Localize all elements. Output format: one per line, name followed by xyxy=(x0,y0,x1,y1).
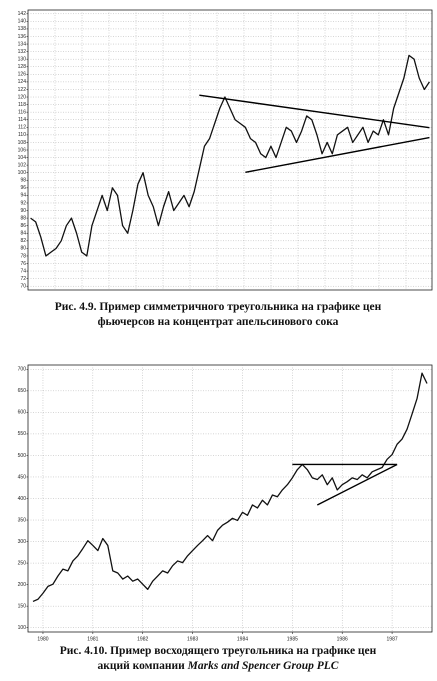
x-tick-label: 1981 xyxy=(87,636,98,642)
y-tick-label: 126 xyxy=(18,72,27,78)
y-tick-label: 74 xyxy=(20,268,26,274)
y-tick-label: 128 xyxy=(18,64,27,70)
y-tick-label: 96 xyxy=(20,185,26,191)
y-tick-label: 116 xyxy=(18,109,26,115)
y-tick-label: 500 xyxy=(18,453,27,459)
y-tick-label: 94 xyxy=(20,193,26,199)
y-tick-label: 112 xyxy=(18,125,26,131)
caption-text: акций компании xyxy=(98,660,188,672)
trend-line xyxy=(316,463,398,506)
caption-text: фьючерсов на концентрат апельсинового со… xyxy=(98,316,339,328)
y-tick-label: 86 xyxy=(20,223,26,229)
y-tick-label: 88 xyxy=(20,215,26,221)
y-tick-label: 84 xyxy=(20,231,26,237)
y-tick-label: 122 xyxy=(18,87,27,93)
trend-line xyxy=(245,136,430,174)
x-tick-label: 1984 xyxy=(237,636,248,642)
caption: Рис. 4.10. Пример восходящего треугольни… xyxy=(60,645,377,657)
y-tick-label: 104 xyxy=(18,155,27,161)
y-tick-label: 120 xyxy=(18,94,27,100)
y-tick-label: 108 xyxy=(18,140,27,146)
y-tick-label: 132 xyxy=(18,49,27,55)
y-tick-label: 80 xyxy=(20,246,26,252)
x-tick-label: 1985 xyxy=(287,636,298,642)
caption-text: Marks and Spencer Group PLC xyxy=(187,660,339,672)
caption: фьючерсов на концентрат апельсинового со… xyxy=(98,316,339,328)
y-tick-label: 78 xyxy=(20,253,26,259)
price-line xyxy=(30,54,430,257)
x-tick-label: 1987 xyxy=(387,636,398,642)
y-tick-label: 102 xyxy=(18,162,27,168)
y-tick-label: 150 xyxy=(18,603,27,609)
y-tick-label: 550 xyxy=(18,431,27,437)
y-tick-label: 98 xyxy=(20,178,26,184)
x-tick-label: 1980 xyxy=(37,636,48,642)
x-tick-label: 1983 xyxy=(187,636,198,642)
x-tick-label: 1982 xyxy=(137,636,148,642)
y-tick-label: 100 xyxy=(18,170,27,176)
y-tick-label: 114 xyxy=(18,117,26,123)
y-tick-label: 350 xyxy=(18,517,27,523)
trend-line xyxy=(199,94,430,129)
price-line xyxy=(32,372,428,603)
y-tick-label: 450 xyxy=(18,474,27,480)
y-tick-label: 118 xyxy=(18,102,26,108)
y-tick-label: 110 xyxy=(18,132,26,138)
y-tick-label: 106 xyxy=(18,147,27,153)
y-tick-label: 650 xyxy=(18,388,27,394)
y-tick-label: 90 xyxy=(20,208,26,214)
y-tick-label: 138 xyxy=(18,26,27,32)
y-tick-label: 400 xyxy=(18,496,27,502)
y-tick-label: 100 xyxy=(18,625,27,631)
y-tick-label: 134 xyxy=(18,41,27,47)
x-tick-label: 1986 xyxy=(337,636,348,642)
caption: Рис. 4.9. Пример симметричного треугольн… xyxy=(55,301,382,313)
y-tick-label: 70 xyxy=(20,284,26,290)
y-tick-label: 200 xyxy=(18,582,27,588)
caption: акций компании Marks and Spencer Group P… xyxy=(98,660,339,672)
y-tick-label: 142 xyxy=(18,11,27,17)
y-tick-label: 82 xyxy=(20,238,26,244)
y-tick-label: 124 xyxy=(18,79,27,85)
y-tick-label: 600 xyxy=(18,410,27,416)
y-tick-label: 136 xyxy=(18,34,27,40)
caption-text: Рис. 4.10. Пример восходящего треугольни… xyxy=(60,645,377,657)
y-tick-label: 140 xyxy=(18,19,27,25)
y-tick-label: 130 xyxy=(18,57,27,63)
y-tick-label: 72 xyxy=(20,276,26,282)
y-tick-label: 300 xyxy=(18,539,27,545)
y-tick-label: 250 xyxy=(18,560,27,566)
y-tick-label: 700 xyxy=(18,367,27,373)
y-tick-label: 76 xyxy=(20,261,26,267)
caption-text: Рис. 4.9. Пример симметричного треугольн… xyxy=(55,301,382,313)
y-tick-label: 92 xyxy=(20,200,26,206)
